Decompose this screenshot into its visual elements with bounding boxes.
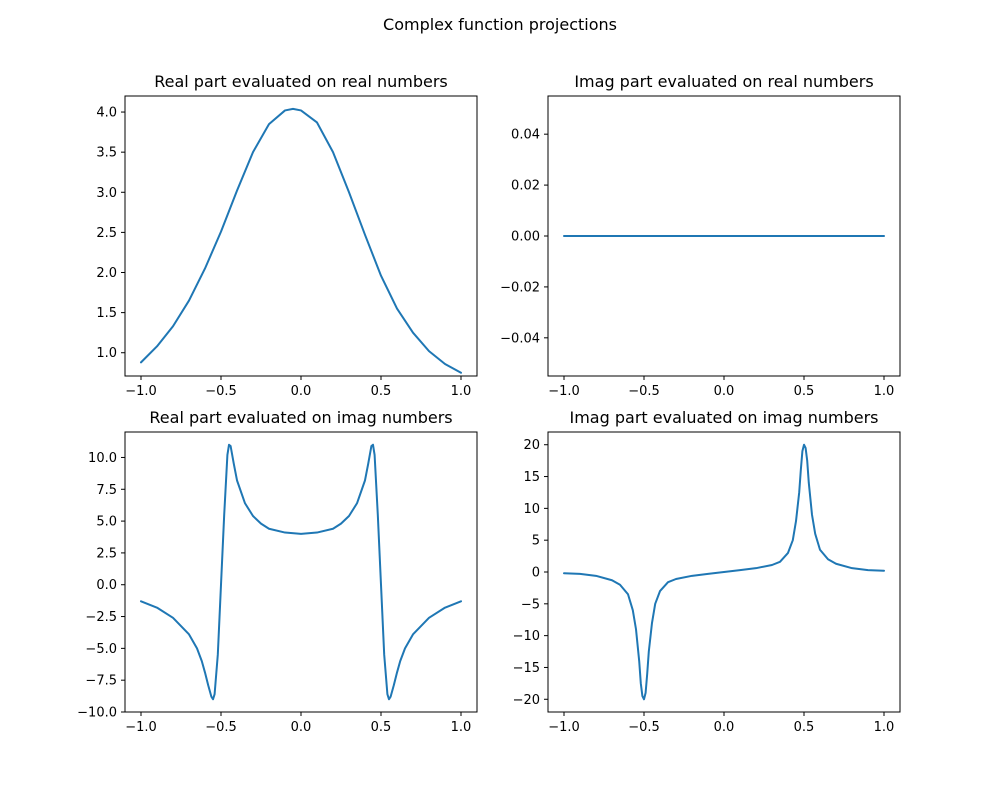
- x-tick-label: 1.0: [874, 720, 895, 735]
- y-tick-label: 5.0: [96, 515, 117, 530]
- x-tick-label: −1.0: [548, 384, 580, 399]
- y-tick-label: 0.02: [511, 179, 540, 194]
- y-tick-label: 15: [523, 470, 540, 485]
- y-tick-label: −5.0: [85, 642, 117, 657]
- x-tick-label: −0.5: [205, 384, 237, 399]
- axes-frame: [124, 95, 478, 377]
- subplot-title: Real part evaluated on imag numbers: [149, 408, 452, 427]
- figure-suptitle: Complex function projections: [383, 15, 617, 34]
- axes-layer: Real part evaluated on real numbers−1.0−…: [77, 72, 901, 735]
- y-tick-label: 10.0: [88, 451, 117, 466]
- series-line: [563, 443, 885, 701]
- y-tick-label: 4.0: [96, 106, 117, 121]
- subplot-title: Imag part evaluated on real numbers: [574, 72, 873, 91]
- y-tick-label: 1.5: [96, 306, 117, 321]
- y-tick-label: −10.0: [77, 706, 117, 721]
- y-tick-label: −7.5: [85, 674, 117, 689]
- x-tick-label: 0.5: [371, 720, 392, 735]
- y-tick-label: 0.0: [96, 578, 117, 593]
- y-tick-label: 20: [523, 438, 540, 453]
- y-tick-label: −10: [513, 629, 540, 644]
- x-tick-label: −0.5: [628, 720, 660, 735]
- y-tick-label: 7.5: [96, 483, 117, 498]
- subplot-title: Real part evaluated on real numbers: [154, 72, 448, 91]
- y-tick-label: 0: [532, 566, 540, 581]
- x-tick-label: 0.0: [291, 720, 312, 735]
- x-tick-label: 1.0: [874, 384, 895, 399]
- subplot-4: Imag part evaluated on imag numbers−1.0−…: [513, 408, 901, 735]
- axes-frame: [124, 431, 478, 713]
- subplot-1: Real part evaluated on real numbers −1.0 −…: [96, 72, 478, 399]
- y-tick-label: 3.0: [96, 186, 117, 201]
- y-tick-label: 5: [532, 534, 540, 549]
- x-tick-label: −0.5: [205, 720, 237, 735]
- y-tick-label: −20: [513, 693, 540, 708]
- y-tick-label: 2.0: [96, 266, 117, 281]
- y-tick-label: 1.0: [96, 346, 117, 361]
- x-tick-label: −1.0: [548, 720, 580, 735]
- x-tick-label: 1.0: [451, 384, 472, 399]
- series-line: [140, 443, 462, 701]
- x-tick-label: −1.0: [125, 720, 157, 735]
- x-tick-label: 0.5: [794, 720, 815, 735]
- x-tick-label: −0.5: [628, 384, 660, 399]
- x-tick-label: 0.5: [794, 384, 815, 399]
- series-line: [140, 107, 462, 374]
- y-tick-label: 3.5: [96, 146, 117, 161]
- x-tick-label: 0.5: [371, 384, 392, 399]
- x-tick-label: −1.0: [125, 384, 157, 399]
- y-tick-label: 10: [523, 502, 540, 517]
- y-tick-label: −5: [521, 597, 540, 612]
- x-tick-label: 0.0: [714, 384, 735, 399]
- y-tick-label: 0.04: [511, 128, 540, 143]
- x-tick-label: 1.0: [451, 720, 472, 735]
- subplot-title: Imag part evaluated on imag numbers: [570, 408, 879, 427]
- y-tick-label: −0.04: [500, 331, 540, 346]
- y-tick-label: −0.02: [500, 280, 540, 295]
- y-tick-label: 0.00: [511, 230, 540, 245]
- subplot-2: Imag part evaluated on real numbers −1.0 −…: [500, 72, 901, 399]
- subplot-3: Real part evaluated on imag numbers−1.0−…: [77, 408, 478, 735]
- y-tick-label: 2.5: [96, 546, 117, 561]
- y-tick-label: 2.5: [96, 226, 117, 241]
- y-tick-label: −2.5: [85, 610, 117, 625]
- x-tick-label: 0.0: [714, 720, 735, 735]
- y-tick-label: −15: [513, 661, 540, 676]
- x-tick-label: 0.0: [291, 384, 312, 399]
